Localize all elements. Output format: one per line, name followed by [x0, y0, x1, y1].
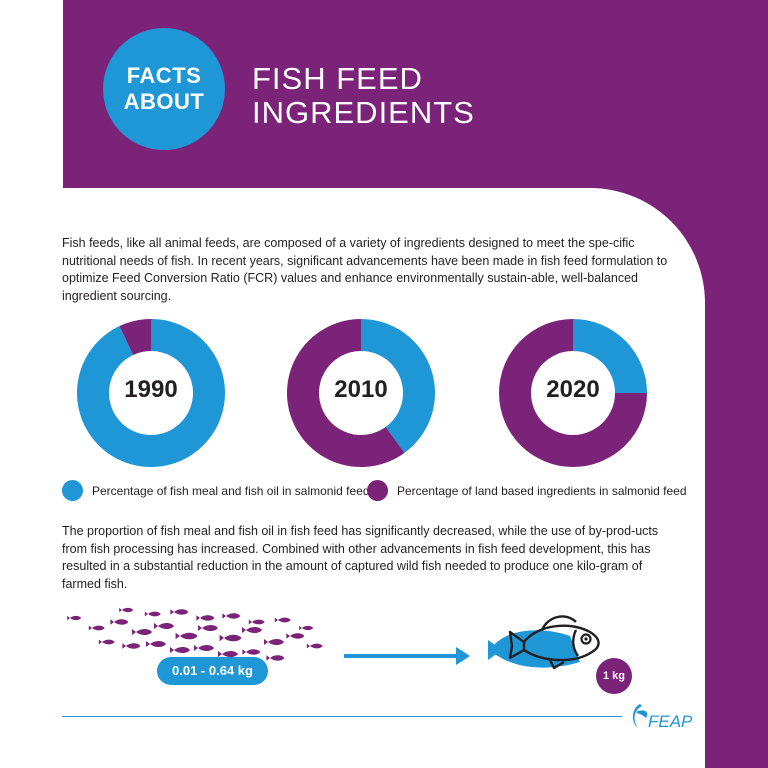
title-line2: INGREDIENTS — [252, 95, 475, 130]
school-fish — [222, 613, 241, 619]
school-fish — [299, 625, 314, 631]
school-fish — [170, 647, 190, 653]
donut-label-2010: 2010 — [334, 376, 388, 403]
school-fish — [144, 611, 161, 617]
school-fish — [132, 629, 152, 635]
school-fish — [196, 615, 215, 621]
fish-school-illustration — [67, 607, 323, 661]
school-fish — [88, 625, 105, 631]
legend-dot-purple — [367, 480, 388, 501]
legend-fish-meal: Percentage of fish meal and fish oil in … — [62, 480, 370, 501]
school-fish — [119, 607, 134, 613]
badge-line1: FACTS — [126, 63, 202, 88]
svg-text:FEAP: FEAP — [648, 712, 693, 731]
school-fish — [122, 643, 141, 649]
donut-chart-2010: 2010 — [286, 318, 436, 468]
school-fish — [219, 634, 242, 642]
legend-land-based: Percentage of land based ingredients in … — [367, 480, 687, 501]
donut-svg-2010 — [287, 319, 435, 467]
title-line1: FISH FEED — [252, 61, 423, 96]
school-fish — [146, 641, 166, 647]
footer-divider — [62, 716, 622, 717]
donut-label-1990: 1990 — [124, 376, 178, 403]
summary-paragraph: The proportion of fish meal and fish oil… — [62, 524, 659, 591]
intro-paragraph: Fish feeds, like all animal feeds, are c… — [62, 236, 668, 303]
wild-fish-amount: 0.01 - 0.64 kg — [157, 657, 268, 685]
school-fish — [110, 619, 129, 625]
farmed-fish-icon — [488, 615, 600, 670]
school-fish — [264, 639, 284, 645]
legend-label-land-based: Percentage of land based ingredients in … — [397, 483, 687, 498]
feap-logo-icon: FEAP — [632, 704, 693, 731]
school-fish — [67, 615, 82, 621]
school-fish — [266, 655, 285, 661]
slice-fish-meal-2010 — [361, 319, 435, 453]
school-fish — [218, 651, 238, 657]
school-fish — [286, 633, 305, 639]
school-fish — [242, 649, 261, 655]
donut-chart-1990: 1990 — [76, 318, 226, 468]
facts-about-badge: FACTS ABOUT — [103, 28, 225, 150]
school-fish — [175, 632, 198, 640]
school-fish — [306, 643, 323, 649]
school-fish — [274, 617, 291, 623]
arrow-right-icon — [344, 647, 470, 665]
donut-chart-2020: 2020 — [498, 318, 648, 468]
legend-label-fish-meal: Percentage of fish meal and fish oil in … — [92, 483, 370, 498]
school-fish — [194, 645, 214, 651]
school-fish — [154, 623, 174, 629]
school-fish — [98, 639, 115, 645]
slice-land-based-2020 — [499, 319, 647, 467]
content-sheet — [0, 188, 705, 768]
donut-svg-1990 — [77, 319, 225, 467]
slice-land-based-2010 — [287, 319, 405, 467]
school-fish — [198, 625, 218, 631]
feap-logo: FEAP — [626, 700, 696, 739]
badge-line2: ABOUT — [123, 89, 205, 114]
page-title: FISH FEED INGREDIENTS — [252, 62, 475, 130]
donut-label-2020: 2020 — [546, 376, 600, 403]
slice-land-based-1990 — [119, 319, 151, 355]
slice-fish-meal-1990 — [77, 319, 225, 467]
school-fish — [242, 627, 262, 633]
slice-fish-meal-2020 — [573, 319, 647, 393]
school-fish — [170, 609, 189, 615]
legend-dot-blue — [62, 480, 83, 501]
school-fish — [248, 619, 265, 625]
donut-svg-2020 — [499, 319, 647, 467]
farmed-fish-amount: 1 kg — [596, 658, 632, 694]
